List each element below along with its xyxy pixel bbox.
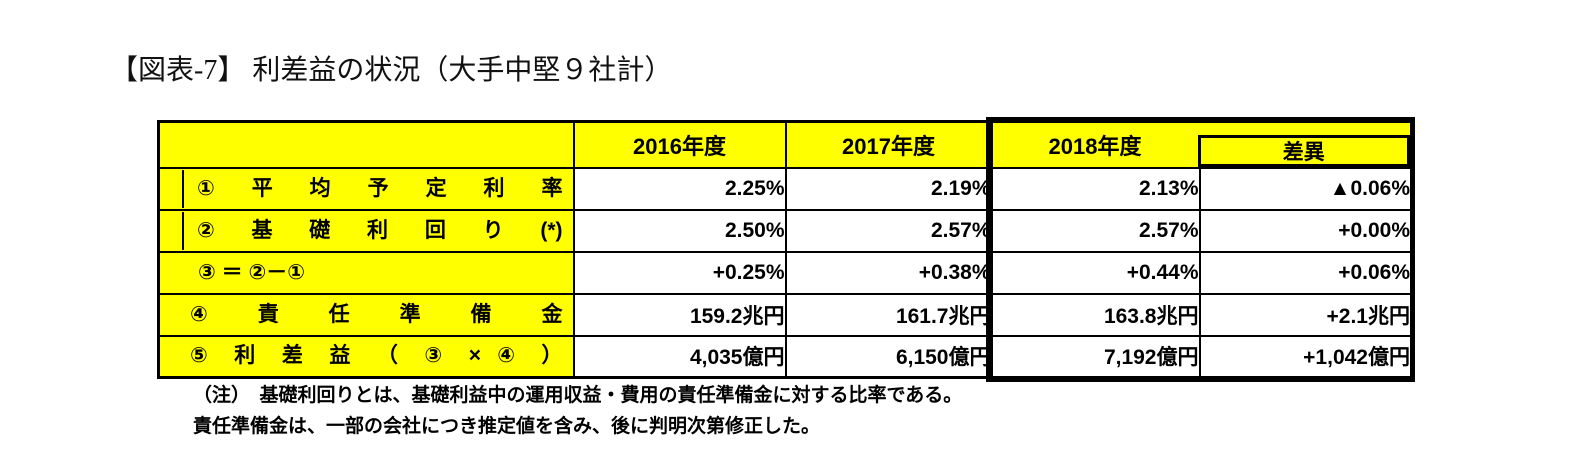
footnote-2: 責任準備金は、一部の会社につき推定値を含み、後に判明次第修正した。 [193, 416, 821, 437]
value-2018-row2: 2.57% [990, 208, 1201, 253]
row-label-4: ④ 責 任 準 備 金 [190, 302, 563, 326]
table-row-base-yield: ② 基 礎 利 回 り (*) 2.50% 2.57% 2.57% +0.00% [157, 208, 1413, 253]
row-label-cell-5: ⑤ 利 差 益 （ ③ × ④ ） [157, 334, 575, 379]
row-label-cell-1: ① 平 均 予 定 利 率 [157, 166, 575, 211]
row-label-cell-3: ③ ＝ ②－① [157, 250, 575, 295]
value-2017-row3: +0.38% [784, 250, 993, 295]
row-label-2: ② 基 礎 利 回 り (*) [182, 211, 572, 250]
table-row-avg-assumed-rate: ① 平 均 予 定 利 率 2.25% 2.19% 2.13% ▲0.06% [157, 166, 1413, 211]
value-2016-row1: 2.25% [572, 166, 787, 211]
value-diff-row2: +0.00% [1198, 208, 1413, 253]
table-row-policy-reserves: ④ 責 任 準 備 金 159.2兆円 161.7兆円 163.8兆円 +2.1… [157, 292, 1413, 337]
corner-cell [157, 120, 575, 169]
figure-title: 【図表-7】 利差益の状況（大手中堅９社計） [110, 55, 673, 86]
interest-margin-table: 2016年度 2017年度 2018年度 差異 ① 平 均 予 定 利 率 2.… [157, 120, 1413, 379]
value-2016-row4: 159.2兆円 [572, 292, 787, 337]
value-2018-row5: 7,192億円 [990, 334, 1201, 379]
value-2017-row1: 2.19% [784, 166, 993, 211]
value-2016-row3: +0.25% [572, 250, 787, 295]
col-header-2018: 2018年度 [1048, 133, 1142, 159]
value-diff-row5: +1,042億円 [1198, 334, 1413, 379]
row-label-1: ① 平 均 予 定 利 率 [182, 169, 572, 208]
row-label-3: ③ ＝ ②－① [198, 260, 306, 284]
footnotes: （注） 基礎利回りとは、基礎利益中の運用収益・費用の責任準備金に対する比率である… [193, 384, 962, 446]
col-header-2016: 2016年度 [572, 120, 787, 169]
value-2017-row2: 2.57% [784, 208, 993, 253]
value-diff-row3: +0.06% [1198, 250, 1413, 295]
table-wrapper: 2016年度 2017年度 2018年度 差異 ① 平 均 予 定 利 率 2.… [157, 117, 1415, 382]
table-row-interest-margin: ⑤ 利 差 益 （ ③ × ④ ） 4,035億円 6,150億円 7,192億… [157, 334, 1413, 379]
col-header-diff: 差異 [1197, 135, 1410, 166]
value-2016-row2: 2.50% [572, 208, 787, 253]
col-header-2017: 2017年度 [784, 120, 993, 169]
row-label-5: ⑤ 利 差 益 （ ③ × ④ ） [190, 344, 563, 368]
row-label-cell-4: ④ 責 任 準 備 金 [157, 292, 575, 337]
value-2018-row1: 2.13% [990, 166, 1201, 211]
header-row: 2016年度 2017年度 2018年度 差異 [157, 120, 1413, 169]
value-2016-row5: 4,035億円 [572, 334, 787, 379]
value-2017-row5: 6,150億円 [784, 334, 993, 379]
value-2018-row3: +0.44% [990, 250, 1201, 295]
footnote-1: （注） 基礎利回りとは、基礎利益中の運用収益・費用の責任準備金に対する比率である… [193, 385, 963, 406]
row-label-cell-2: ② 基 礎 利 回 り (*) [157, 208, 575, 253]
value-2017-row4: 161.7兆円 [784, 292, 993, 337]
value-diff-row4: +2.1兆円 [1198, 292, 1413, 337]
value-2018-row4: 163.8兆円 [990, 292, 1201, 337]
value-diff-row1: ▲0.06% [1198, 166, 1413, 211]
table-row-spread: ③ ＝ ②－① +0.25% +0.38% +0.44% +0.06% [157, 250, 1413, 295]
col-header-2018-and-diff: 2018年度 差異 [990, 120, 1413, 169]
